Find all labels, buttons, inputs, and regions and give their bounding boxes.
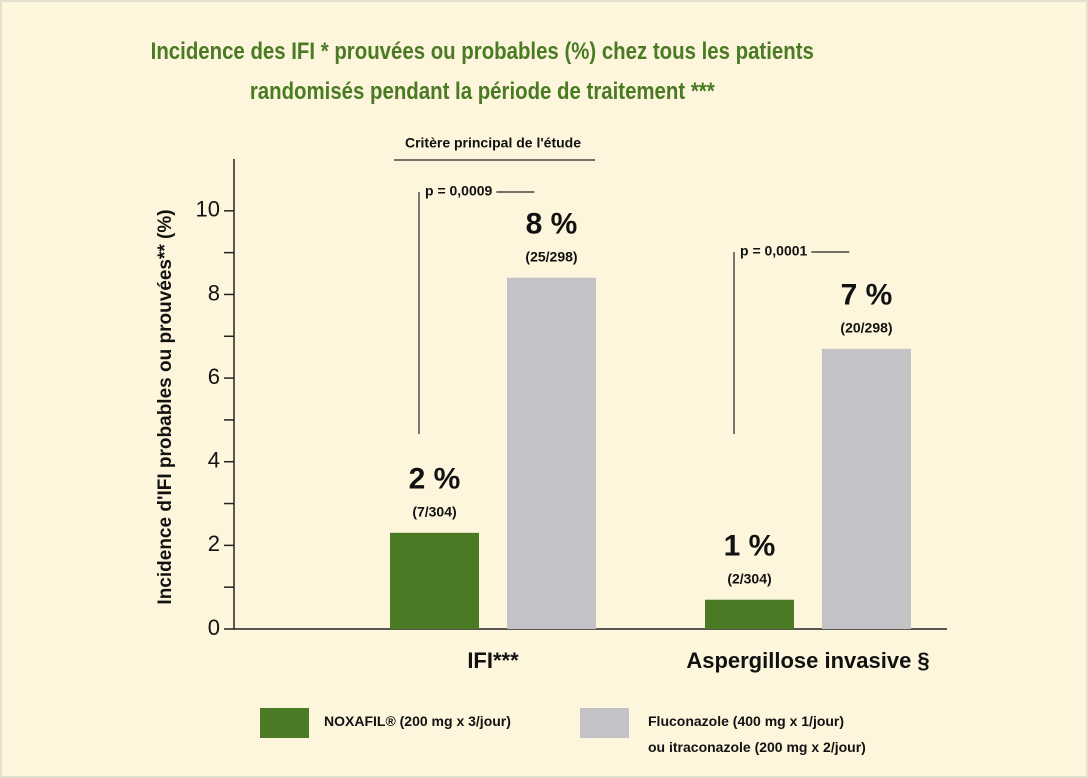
bar — [822, 348, 911, 629]
fraction-label: (7/304) — [412, 504, 456, 520]
value-label: 2 % — [409, 463, 461, 496]
value-label: 1 % — [724, 530, 776, 563]
legend-label: NOXAFIL® (200 mg x 3/jour) — [324, 713, 511, 729]
bar — [507, 277, 596, 629]
x-tick-label: Aspergillose invasive § — [686, 648, 929, 673]
p-value: p = 0,0009 — [425, 183, 493, 199]
y-axis-label: Incidence d'IFI probables ou prouvées** … — [155, 209, 176, 604]
value-label: 7 % — [841, 279, 893, 312]
fraction-label: (25/298) — [525, 248, 577, 264]
y-tick-label: 2 — [208, 531, 220, 556]
annotation: Critère principal de l'étude — [405, 135, 581, 151]
bar — [705, 599, 794, 629]
y-tick-label: 6 — [208, 364, 220, 389]
x-tick-label: IFI*** — [467, 648, 519, 673]
y-tick-label: 4 — [208, 448, 220, 473]
legend-swatch — [580, 708, 629, 738]
fraction-label: (20/298) — [840, 320, 892, 336]
fraction-label: (2/304) — [727, 570, 771, 586]
legend-swatch — [260, 708, 309, 738]
y-tick-label: 0 — [208, 615, 220, 640]
y-tick-label: 8 — [208, 280, 220, 305]
legend-label: Fluconazole (400 mg x 1/jour) ou itracon… — [648, 713, 866, 755]
p-value: p = 0,0001 — [740, 243, 808, 259]
chart-title: Incidence des IFI * prouvées ou probable… — [150, 38, 814, 105]
bar — [390, 532, 479, 629]
value-label: 8 % — [526, 208, 578, 241]
y-tick-label: 10 — [196, 197, 220, 222]
